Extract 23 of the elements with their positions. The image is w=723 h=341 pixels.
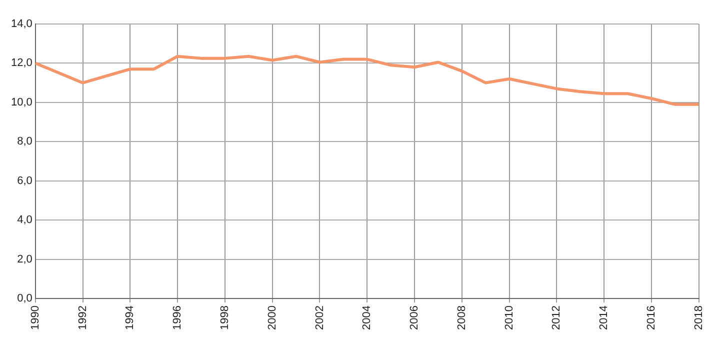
x-tick-label: 2012	[550, 306, 563, 330]
x-tick-label: 2016	[645, 306, 658, 330]
y-tick-label: 8,0	[17, 136, 32, 148]
x-tick-label: 2004	[361, 306, 374, 330]
x-tick-label: 2010	[503, 306, 516, 330]
y-tick-label: 10,0	[10, 96, 32, 108]
x-tick-label: 2002	[314, 306, 326, 330]
y-tick-label: 2,0	[17, 253, 32, 266]
x-tick-label: 2008	[456, 306, 468, 330]
y-tick-label: 4,0	[17, 214, 32, 226]
x-tick-label: 2014	[598, 306, 610, 330]
y-tick-label: 6,0	[17, 174, 32, 187]
x-tick-label: 2000	[266, 306, 278, 330]
y-tick-label: 14,0	[10, 18, 32, 30]
x-tick-label: 2018	[692, 306, 705, 330]
x-tick-label: 1994	[124, 306, 136, 330]
y-tick-label: 12,0	[10, 57, 32, 70]
x-tick-label: 1998	[218, 306, 231, 330]
y-tick-label: 0,0	[17, 292, 32, 305]
x-tick-label: 1990	[29, 306, 42, 330]
x-tick-label: 1992	[76, 306, 89, 330]
x-tick-label: 1996	[172, 306, 184, 330]
x-tick-label: 2006	[408, 306, 421, 330]
